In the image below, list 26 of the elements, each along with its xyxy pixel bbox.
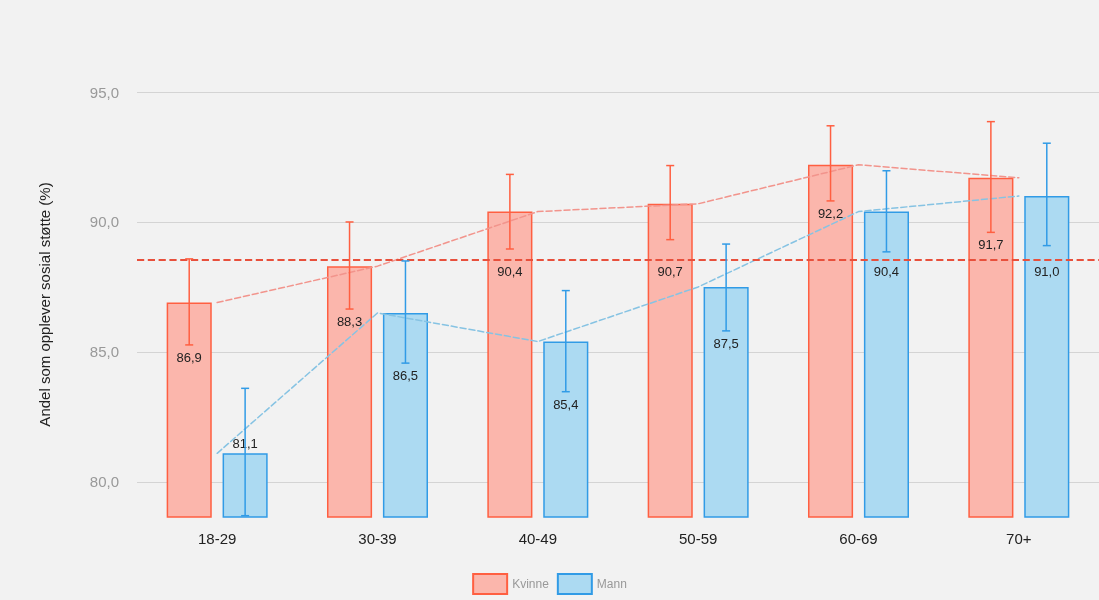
data-label: 86,9 <box>176 349 202 365</box>
legend-label: Mann <box>596 577 627 591</box>
x-tick-label: 70+ <box>1006 530 1032 547</box>
legend-label: Kvinne <box>512 577 550 591</box>
line-series <box>216 195 1020 455</box>
data-label: 90,4 <box>873 263 900 279</box>
data-label: 92,2 <box>817 205 844 221</box>
x-tick-label: 18-29 <box>197 530 237 547</box>
line-series <box>216 164 1020 304</box>
y-tick-label: 85,0 <box>89 343 119 361</box>
data-label: 91,0 <box>1034 263 1060 279</box>
y-tick-label: 80,0 <box>89 473 119 491</box>
x-tick-label: 30-39 <box>358 530 397 547</box>
data-label: 86,5 <box>392 368 419 384</box>
x-tick-label: 50-59 <box>678 530 718 547</box>
y-tick-label: 95,0 <box>89 83 119 101</box>
data-label: 91,7 <box>978 237 1004 253</box>
data-label: 90,4 <box>497 263 523 279</box>
x-tick-label: 40-49 <box>518 530 558 547</box>
x-tick-label: 60-69 <box>839 530 878 547</box>
data-label: 90,7 <box>657 263 683 279</box>
y-tick-label: 90,0 <box>89 213 119 231</box>
data-label: 87,5 <box>713 335 739 351</box>
data-label: 88,3 <box>336 314 363 330</box>
data-label: 85,4 <box>553 396 579 412</box>
y-axis-title: Andel som opplever sosial støtte (%) <box>36 182 53 427</box>
